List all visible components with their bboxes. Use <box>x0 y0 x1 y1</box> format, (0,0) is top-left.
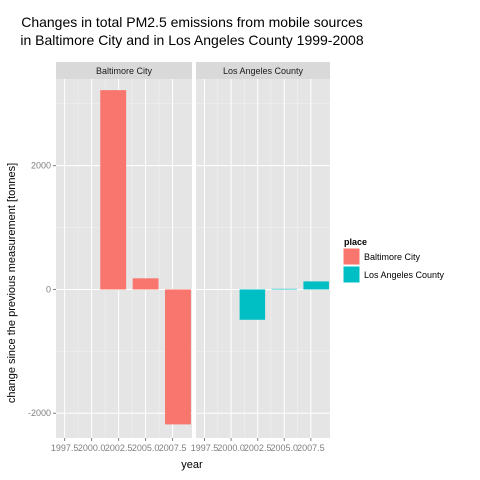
x-axis-title: year <box>181 459 203 471</box>
x-tick-label: 2002.5 <box>244 443 272 453</box>
chart-title-line-2: in Baltimore City and in Los Angeles Cou… <box>20 32 363 48</box>
legend-items: Baltimore City Los Angeles County <box>342 247 445 284</box>
bar <box>100 90 127 290</box>
legend: place Baltimore City Los Angeles County <box>342 237 445 284</box>
facet-strip <box>196 62 330 79</box>
y-tick-label: 2000 <box>31 161 51 171</box>
chart-title-line-1: Changes in total PM2.5 emissions from mo… <box>21 14 363 30</box>
bar <box>271 288 298 290</box>
x-tick-label: 2005.0 <box>271 443 299 453</box>
x-tick-label: 2007.5 <box>159 443 187 453</box>
facet-strip <box>56 62 192 79</box>
x-tick-label: 2007.5 <box>297 443 325 453</box>
x-tick-label: 1997.5 <box>51 443 79 453</box>
bar <box>303 281 329 290</box>
x-tick-label: 2000.0 <box>217 443 245 453</box>
legend-title: place <box>344 237 367 247</box>
legend-label: Los Angeles County <box>364 270 445 280</box>
y-tick-label: 0 <box>46 284 51 294</box>
facet-strip-label: Los Angeles County <box>223 66 304 76</box>
bar <box>239 289 266 320</box>
panel-background <box>196 79 330 438</box>
bar <box>132 278 159 290</box>
x-tick-label: 2005.0 <box>132 443 160 453</box>
x-tick-label: 2002.5 <box>105 443 133 453</box>
facet-panel-0: Baltimore City 1997.5 2000.0 2002.5 2005.0 20… <box>51 62 192 453</box>
x-tick-label: 2000.0 <box>78 443 106 453</box>
facet-panel-1: Los Angeles County 1997.5 2000.0 2002.5 2005… <box>191 62 330 453</box>
y-axis-title: change since the previous measurement [t… <box>6 163 18 403</box>
facet-strip-label: Baltimore City <box>96 66 153 76</box>
legend-label: Baltimore City <box>364 252 421 262</box>
legend-key <box>342 265 361 284</box>
x-tick-label: 1997.5 <box>191 443 219 453</box>
bar <box>165 289 191 425</box>
legend-key <box>342 247 361 266</box>
y-tick-label: -2000 <box>28 408 51 418</box>
